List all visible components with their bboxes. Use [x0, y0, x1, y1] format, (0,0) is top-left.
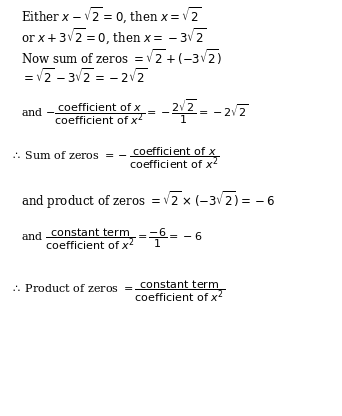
Text: Either $x - \sqrt{2} = 0$, then $x = \sqrt{2}$: Either $x - \sqrt{2} = 0$, then $x = \sq… — [21, 6, 201, 26]
Text: and $\dfrac{\mathrm{constant\ term}}{\mathrm{coefficient\ of\ }x^2} = \dfrac{-6}: and $\dfrac{\mathrm{constant\ term}}{\ma… — [21, 227, 202, 252]
Text: and $-\dfrac{\mathrm{coefficient\ of\ }x}{\mathrm{coefficient\ of\ }x^2} = -\dfr: and $-\dfrac{\mathrm{coefficient\ of\ }x… — [21, 97, 248, 127]
Text: $\therefore$ Product of zeros $= \dfrac{\mathrm{constant\ term}}{\mathrm{coeffic: $\therefore$ Product of zeros $= \dfrac{… — [10, 279, 225, 304]
Text: Now sum of zeros $= \sqrt{2} + (-3\sqrt{2})$: Now sum of zeros $= \sqrt{2} + (-3\sqrt{… — [21, 47, 222, 67]
Text: $\therefore$ Sum of zeros $= -\dfrac{\mathrm{coefficient\ of\ }x}{\mathrm{coeffi: $\therefore$ Sum of zeros $= -\dfrac{\ma… — [10, 146, 220, 171]
Text: and product of zeros $= \sqrt{2} \times (-3\sqrt{2}) = -6$: and product of zeros $= \sqrt{2} \times … — [21, 189, 275, 210]
Text: $= \sqrt{2} - 3\sqrt{2} = -2\sqrt{2}$: $= \sqrt{2} - 3\sqrt{2} = -2\sqrt{2}$ — [21, 67, 147, 87]
Text: or $x + 3\sqrt{2} = 0$, then $x = -3\sqrt{2}$: or $x + 3\sqrt{2} = 0$, then $x = -3\sqr… — [21, 27, 206, 47]
